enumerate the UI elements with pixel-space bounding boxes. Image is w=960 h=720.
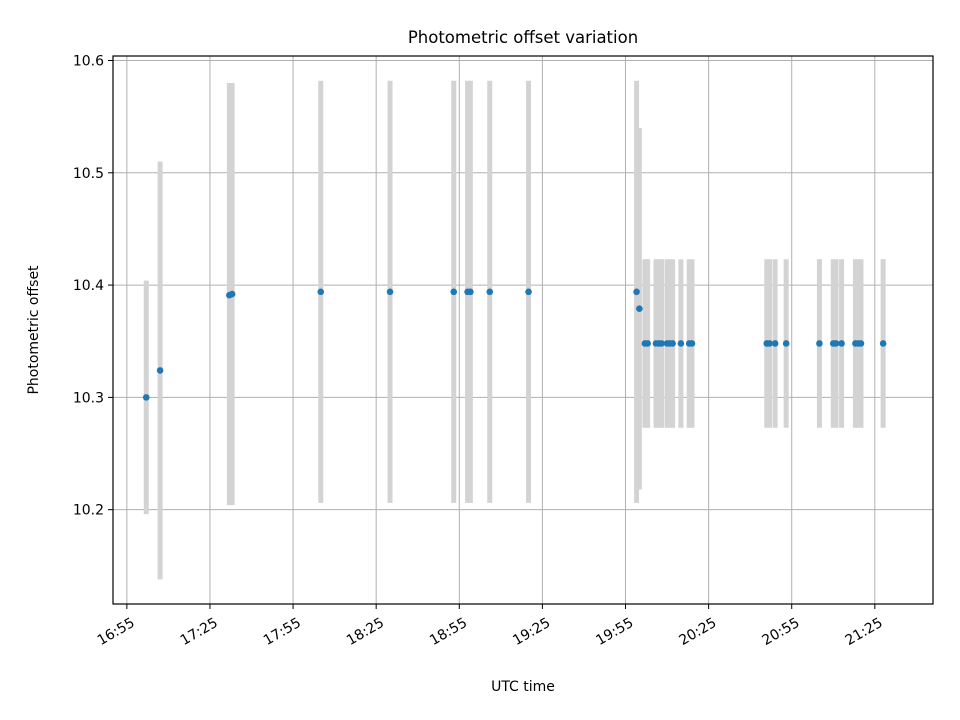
data-point	[636, 305, 643, 312]
data-point	[142, 394, 150, 401]
data-point	[771, 340, 779, 347]
data-point	[766, 340, 773, 347]
data-point	[857, 340, 865, 347]
grid	[113, 56, 933, 604]
y-tick-label: 10.2	[73, 503, 104, 519]
data-point	[816, 340, 823, 347]
data-point	[669, 340, 676, 347]
data-point	[228, 290, 236, 298]
chart-title: Photometric offset variation	[408, 28, 638, 47]
data-point	[525, 288, 532, 296]
y-tick-label: 10.6	[73, 53, 104, 69]
data-point	[644, 340, 651, 347]
y-axis-label: Photometric offset	[26, 265, 42, 395]
data-point	[633, 288, 640, 296]
y-tick-label: 10.3	[73, 390, 104, 406]
data-point	[386, 288, 394, 296]
y-tick-label: 10.5	[73, 166, 104, 182]
data-point	[486, 288, 494, 296]
x-axis-label: UTC time	[491, 679, 555, 695]
data-point	[156, 367, 164, 374]
data-point	[658, 340, 665, 347]
data-point	[832, 340, 840, 347]
data-point	[467, 288, 474, 296]
data-point	[317, 288, 325, 296]
data-point	[677, 340, 685, 347]
data-points	[142, 288, 887, 401]
data-point	[450, 288, 458, 296]
data-point	[879, 340, 887, 347]
data-point	[688, 340, 696, 347]
plot-frame	[112, 55, 934, 605]
data-point	[838, 340, 845, 347]
y-tick-label: 10.4	[73, 278, 104, 294]
data-point	[782, 340, 790, 347]
